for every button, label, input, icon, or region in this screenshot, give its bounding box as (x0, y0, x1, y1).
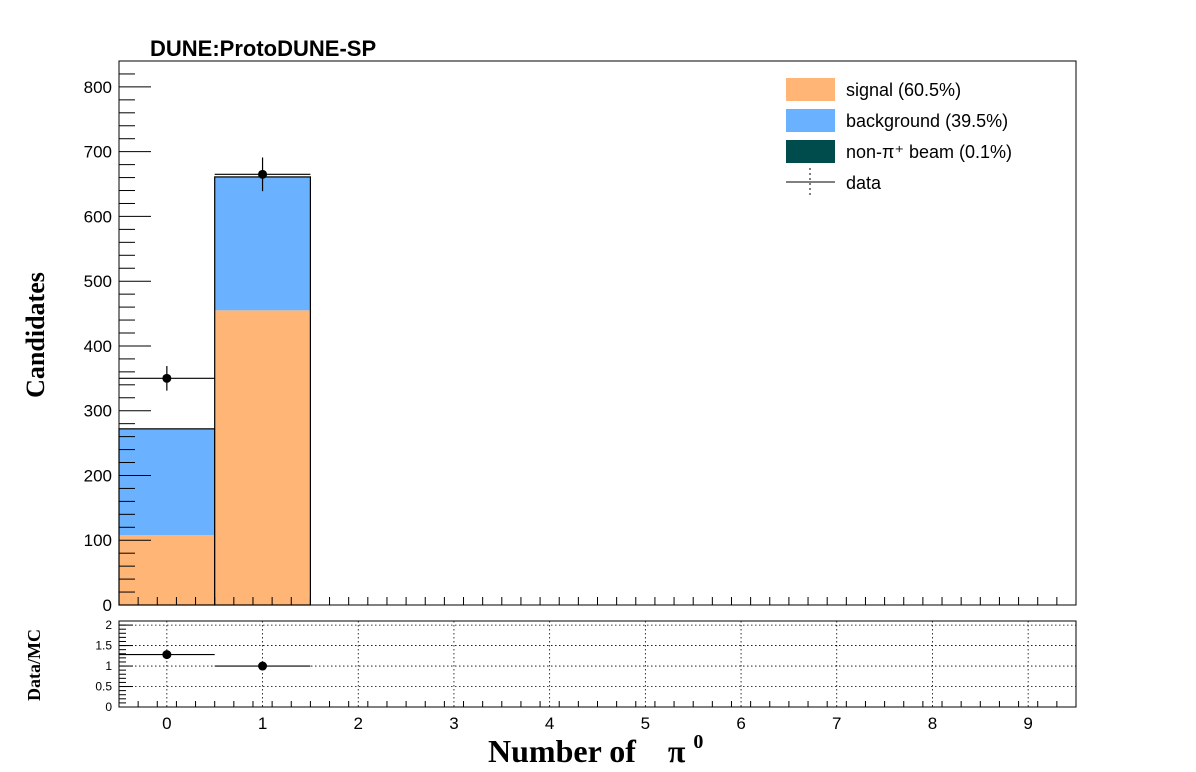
x-axis-label: Number of π 0 (488, 731, 703, 769)
data-point-0 (162, 373, 172, 383)
legend: signal (60.5%) background (39.5%) non-π⁺ b… (786, 78, 1012, 196)
y-tick-label-500: 500 (84, 272, 112, 291)
legend-swatch-0 (786, 78, 835, 101)
bar-1-bin-0 (119, 428, 215, 536)
legend-label-2: non-π⁺ beam (0.1%) (846, 142, 1012, 162)
legend-swatch-2 (786, 140, 835, 163)
bar-1-bin-1 (214, 177, 311, 311)
y-tick-label-100: 100 (84, 531, 112, 550)
y-axis-label: Candidates (21, 272, 50, 398)
x-tick-label-0: 0 (162, 714, 171, 733)
data-point-1 (258, 169, 268, 179)
legend-swatch-1 (786, 109, 835, 132)
x-tick-label-6: 6 (736, 714, 745, 733)
x-tick-label-1: 1 (258, 714, 267, 733)
ratio-point-1 (258, 661, 268, 671)
x-tick-label-8: 8 (928, 714, 937, 733)
legend-label-0: signal (60.5%) (846, 80, 961, 100)
x-tick-label-4: 4 (545, 714, 554, 733)
y-tick-label-800: 800 (84, 78, 112, 97)
ratio-y-axis-label: Data/MC (24, 629, 44, 701)
x-axis-label-sup: 0 (693, 731, 703, 753)
legend-label-3: data (846, 173, 882, 193)
ratio-point-0 (162, 650, 172, 660)
ratio-y-tick-label: 0.5 (95, 680, 112, 694)
ratio-y-tick-label: 2 (105, 618, 112, 632)
bar-0-bin-1 (214, 310, 311, 605)
bar-0-bin-0 (119, 535, 215, 605)
ratio-y-tick-label: 0 (105, 700, 112, 714)
x-tick-label-5: 5 (641, 714, 650, 733)
x-tick-label-7: 7 (832, 714, 841, 733)
ratio-points (119, 650, 311, 671)
y-tick-label-400: 400 (84, 337, 112, 356)
ratio-axes: 0 0.5 1 1.5 2 0 1 2 3 4 5 6 7 8 9 (95, 618, 1077, 733)
ratio-y-tick-label: 1.5 (95, 639, 112, 653)
x-tick-label-9: 9 (1023, 714, 1032, 733)
y-tick-label-200: 200 (84, 466, 112, 485)
x-axis-label-symbol: π (668, 733, 686, 769)
y-tick-label-300: 300 (84, 402, 112, 421)
data-points (119, 157, 311, 391)
y-tick-label-0: 0 (103, 596, 112, 615)
legend-label-1: background (39.5%) (846, 111, 1008, 131)
y-tick-label-700: 700 (84, 143, 112, 162)
chart-title: DUNE:ProtoDUNE-SP (150, 36, 376, 61)
stacked-bars (118, 176, 311, 606)
x-tick-label-3: 3 (449, 714, 458, 733)
y-tick-label-600: 600 (84, 207, 112, 226)
main-axes: 0 100 200 300 400 500 600 700 800 (84, 60, 1077, 615)
x-tick-label-2: 2 (354, 714, 363, 733)
ratio-y-tick-label: 1 (105, 659, 112, 673)
x-axis-label-text: Number of (488, 733, 636, 769)
